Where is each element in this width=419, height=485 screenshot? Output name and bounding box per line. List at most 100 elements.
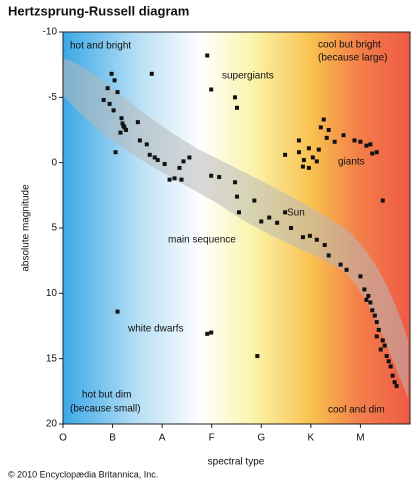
star-point: [259, 219, 264, 224]
star-point: [300, 235, 305, 240]
star-point: [107, 101, 112, 106]
star-point: [358, 139, 363, 144]
star-point: [172, 176, 177, 181]
y-tick-label: 0: [51, 157, 57, 168]
star-point: [135, 120, 140, 125]
x-axis-label: spectral type: [208, 457, 265, 468]
star-point: [152, 155, 157, 160]
star-point: [324, 135, 329, 140]
star-point: [296, 138, 301, 143]
star-point: [368, 300, 373, 305]
star-point: [374, 320, 379, 325]
star-point: [187, 155, 192, 160]
star-point: [364, 297, 369, 302]
star-point: [275, 220, 280, 225]
star-point: [149, 71, 154, 76]
annotation: white dwarfs: [127, 324, 184, 335]
star-point: [316, 147, 321, 152]
star-point: [283, 152, 288, 157]
star-point: [386, 359, 391, 364]
star-point: [306, 165, 311, 170]
star-point: [209, 330, 214, 335]
star-point: [118, 130, 123, 135]
star-point: [162, 161, 167, 166]
star-point: [388, 364, 393, 369]
y-tick-label: 10: [46, 288, 58, 299]
star-point: [120, 121, 125, 126]
star-point: [234, 194, 239, 199]
star-point: [318, 125, 323, 130]
annotation: Sun: [287, 208, 305, 219]
star-point: [283, 210, 288, 215]
star-point: [366, 293, 371, 298]
main-sequence-band: [63, 58, 408, 398]
star-point: [119, 116, 124, 121]
y-axis-label: absolute magnitude: [21, 184, 32, 272]
star-point: [112, 78, 117, 83]
star-point: [307, 233, 312, 238]
star-point: [115, 90, 120, 95]
annotation: supergiants: [222, 71, 274, 82]
y-tick-label: 20: [46, 419, 58, 430]
star-point: [380, 198, 385, 203]
star-point: [205, 331, 210, 336]
star-point: [344, 267, 349, 272]
star-point: [352, 138, 357, 143]
star-point: [111, 108, 116, 113]
star-point: [179, 177, 184, 182]
x-tick-label: O: [59, 433, 67, 444]
star-point: [390, 373, 395, 378]
x-tick-label: B: [109, 433, 116, 444]
star-point: [321, 117, 326, 122]
star-point: [364, 143, 369, 148]
annotation: (because large): [318, 53, 387, 64]
annotation: cool but bright: [318, 40, 381, 51]
star-point: [233, 95, 238, 100]
footer: © 2010 Encyclopædia Britannica, Inc.: [8, 469, 158, 479]
chart-title: Hertzsprung-Russell diagram: [8, 3, 189, 18]
star-point: [314, 159, 319, 164]
star-point: [113, 150, 118, 155]
star-point: [322, 242, 327, 247]
star-point: [167, 177, 172, 182]
star-point: [332, 139, 337, 144]
star-point: [341, 133, 346, 138]
star-point: [358, 274, 363, 279]
x-tick-label: M: [356, 433, 364, 444]
star-point: [380, 338, 385, 343]
star-point: [372, 313, 377, 318]
star-point: [267, 215, 272, 220]
star-point: [144, 142, 149, 147]
star-point: [368, 142, 373, 147]
y-tick-label: -10: [43, 27, 58, 38]
star-point: [370, 151, 375, 156]
y-tick-label: 15: [46, 353, 58, 364]
star-point: [121, 124, 126, 129]
x-tick-label: F: [209, 433, 215, 444]
annotation: main sequence: [168, 235, 236, 246]
annotation: cool and dim: [328, 405, 385, 416]
star-point: [217, 175, 222, 180]
annotation: (because small): [70, 404, 141, 415]
star-point: [255, 354, 260, 359]
star-point: [123, 128, 128, 132]
annotation: hot and bright: [70, 41, 131, 52]
annotation: giants: [338, 157, 365, 168]
star-point: [147, 152, 152, 157]
x-tick-label: G: [257, 433, 265, 444]
star-point: [181, 159, 186, 164]
star-point: [384, 354, 389, 359]
star-point: [109, 71, 114, 76]
star-point: [101, 97, 106, 102]
star-point: [137, 138, 142, 143]
star-point: [338, 262, 343, 267]
star-point: [306, 146, 311, 151]
star-point: [209, 173, 214, 178]
y-tick-label: -5: [48, 92, 57, 103]
star-point: [205, 53, 210, 58]
star-point: [155, 158, 160, 163]
star-point: [236, 210, 241, 215]
star-point: [374, 334, 379, 339]
star-point: [326, 128, 331, 132]
